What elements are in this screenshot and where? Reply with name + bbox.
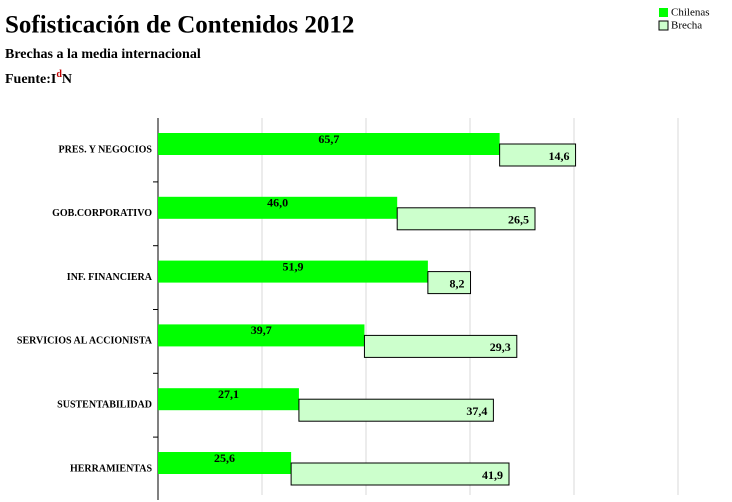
bar <box>158 324 365 347</box>
bar <box>363 334 518 358</box>
chart-subtitle: Brechas a la media internacional <box>5 47 201 62</box>
source: Fuente:IdN <box>5 69 72 87</box>
legend-label: Brecha <box>671 20 702 32</box>
data-label: 14,6 <box>549 149 570 163</box>
bar <box>158 260 428 283</box>
data-label: 27,1 <box>218 387 239 401</box>
y-tick-label: SUSTENTABILIDAD <box>57 399 152 410</box>
bar <box>158 388 299 411</box>
data-label: 39,7 <box>251 323 272 337</box>
y-tick-label: HERRAMIENTAS <box>70 463 152 474</box>
legend-swatch <box>658 20 669 31</box>
data-label: 46,0 <box>267 196 288 210</box>
bar <box>396 207 536 231</box>
legend-label: Chilenas <box>671 7 710 19</box>
data-label: 8,2 <box>450 276 465 290</box>
legend-swatch <box>659 8 668 17</box>
data-label: 25,6 <box>214 451 235 465</box>
source-text: Fuente:I <box>5 72 56 87</box>
bar <box>427 271 472 295</box>
data-label: 65,7 <box>318 132 339 146</box>
data-label: 51,9 <box>282 259 303 273</box>
data-label: 37,4 <box>466 404 487 418</box>
bar <box>158 452 292 474</box>
y-tick-label: INF. FINANCIERA <box>67 272 153 283</box>
data-label: 41,9 <box>482 468 503 482</box>
y-tick-label: GOB.CORPORATIVO <box>52 208 152 219</box>
bar <box>499 143 577 167</box>
bar <box>298 398 494 422</box>
source-superscript: d <box>56 69 62 80</box>
source-end: N <box>62 72 72 87</box>
y-tick-label: SERVICIOS AL ACCIONISTA <box>17 336 153 347</box>
y-tick-label: PRES. Y NEGOCIOS <box>59 144 153 155</box>
bar <box>158 133 500 155</box>
bar <box>158 196 398 219</box>
bar <box>290 462 510 486</box>
data-label: 26,5 <box>508 213 529 227</box>
chart-title: Sofisticación de Contenidos 2012 <box>5 12 354 39</box>
data-label: 29,3 <box>490 340 511 354</box>
